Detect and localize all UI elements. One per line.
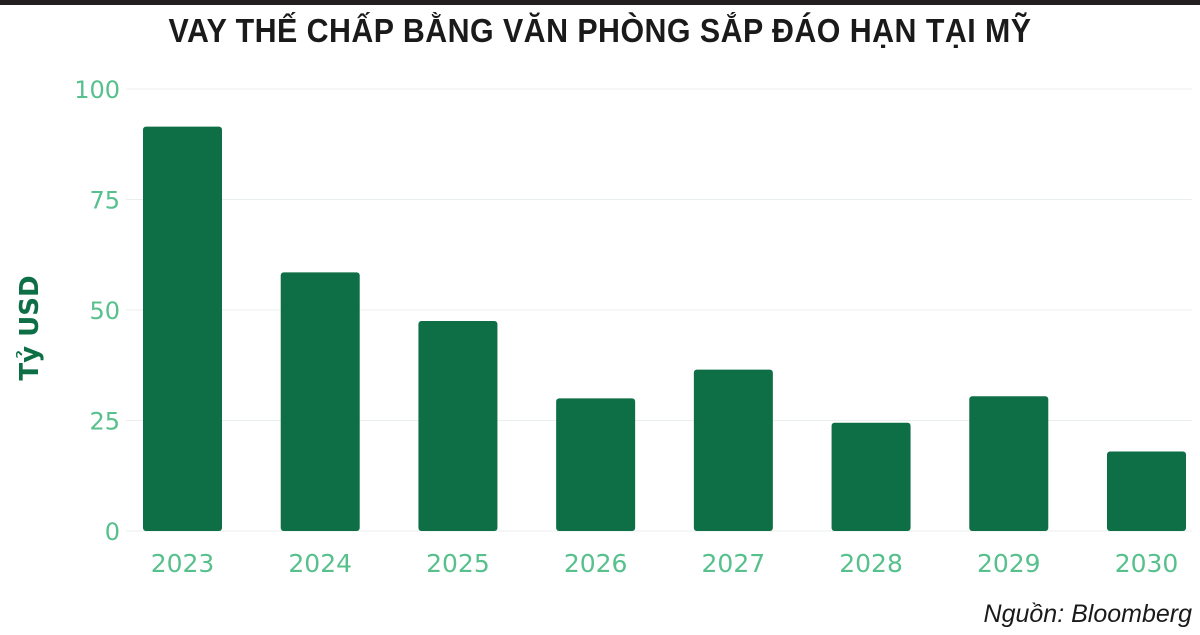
x-tick-label: 2030: [1115, 549, 1179, 578]
y-tick-label: 25: [89, 408, 120, 436]
x-tick-label: 2023: [151, 549, 215, 578]
y-tick-label: 100: [74, 76, 120, 104]
bar-2030: [1107, 451, 1186, 531]
x-tick-label: 2029: [977, 549, 1041, 578]
y-tick-label: 75: [89, 187, 120, 215]
chart-title: VAY THẾ CHẤP BẰNG VĂN PHÒNG SẮP ĐÁO HẠN …: [168, 12, 1032, 49]
y-axis-label: Tỷ USD: [15, 275, 45, 380]
bar-2027: [693, 369, 773, 531]
x-tick-label: 2028: [839, 549, 903, 578]
y-tick-label: 50: [89, 297, 120, 325]
x-tick-label: 2027: [702, 549, 766, 578]
x-tick-label: 2024: [288, 549, 352, 578]
bar-2023: [143, 126, 222, 531]
x-tick-label: 2025: [426, 549, 490, 578]
bar-2029: [969, 396, 1049, 531]
y-tick-label: 0: [105, 518, 120, 546]
bar-2028: [831, 422, 911, 531]
bar-2025: [418, 321, 498, 531]
x-tick-label: 2026: [564, 549, 628, 578]
bar-2026: [556, 398, 636, 531]
bar-2024: [280, 272, 360, 531]
top-rule: [0, 0, 1200, 5]
source-note: Nguồn: Bloomberg: [983, 600, 1192, 628]
